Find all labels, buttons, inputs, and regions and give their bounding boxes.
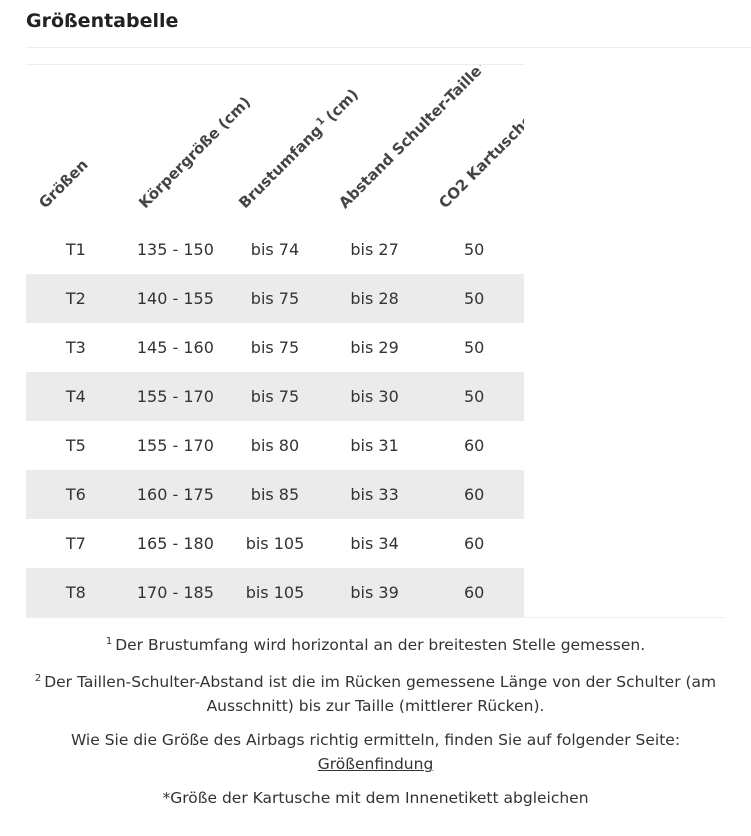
- footnote: 2 Der Taillen-Schulter-Abstand ist die im…: [26, 667, 725, 718]
- table-cell: bis 105: [245, 534, 305, 553]
- table-header: Größen Körpergröße (cm) Brustumfang1(cm) Ab…: [26, 64, 524, 226]
- table-cell: bis 74: [250, 240, 300, 259]
- note: *Größe der Kartusche mit dem Innenetiket…: [162, 789, 589, 808]
- info-text: Wie Sie die Größe des Airbags richtig er…: [70, 731, 681, 750]
- table-cell: 140 - 155: [136, 289, 214, 308]
- table-cell: T7: [65, 534, 86, 553]
- table-cell: 155 - 170: [136, 436, 214, 455]
- table-cell: 170 - 185: [136, 583, 214, 602]
- table-row: T5 155 - 170 bis 80 bis 31 60: [26, 421, 524, 470]
- table-row: T1 135 - 150 bis 74 bis 27 50: [26, 225, 524, 274]
- table-cell: bis 31: [350, 436, 399, 455]
- table-cell: bis 29: [350, 338, 399, 357]
- table-cell: bis 85: [250, 485, 300, 504]
- table-cell: 160 - 175: [136, 485, 214, 504]
- header-text: Körpergröße (cm): [135, 93, 255, 212]
- link[interactable]: Größenfindung: [317, 755, 434, 774]
- table-cell: T6: [65, 485, 86, 504]
- table-cell: T8: [65, 583, 86, 602]
- table-cell: bis 105: [245, 583, 305, 602]
- table-cell: bis 75: [250, 387, 300, 406]
- table-row: T3 145 - 160 bis 75 bis 29 50: [26, 323, 524, 372]
- table-cell: bis 28: [350, 289, 399, 308]
- table-row: T4 155 - 170 bis 75 bis 30 50: [26, 372, 524, 421]
- divider: [26, 617, 725, 618]
- table-cell: 60: [463, 485, 485, 504]
- info: Wie Sie die Größe des Airbags richtig er…: [26, 728, 725, 776]
- footnote-text: Der Brustumfang wird horizontal an der b…: [115, 636, 646, 655]
- table-cell: T2: [65, 289, 86, 308]
- column-header: Größen: [35, 156, 91, 212]
- table-cell: bis 33: [350, 485, 399, 504]
- table-body: T1 135 - 150 bis 74 bis 27 50 T2 140 - 155 bis …: [26, 225, 524, 617]
- footnote-mark: 2: [34, 673, 42, 685]
- table-cell: T1: [65, 240, 86, 259]
- table-cell: 165 - 180: [136, 534, 214, 553]
- table-cell: 135 - 150: [136, 240, 214, 259]
- table-cell: bis 39: [350, 583, 399, 602]
- table-cell: T3: [65, 338, 86, 357]
- column-header: Körpergröße (cm): [135, 93, 254, 212]
- table-cell: 50: [463, 240, 485, 259]
- table-row: T7 165 - 180 bis 105 bis 34 60: [26, 519, 524, 568]
- table-row: T6 160 - 175 bis 85 bis 33 60: [26, 470, 524, 519]
- table-cell: bis 75: [250, 289, 300, 308]
- table-cell: bis 34: [350, 534, 399, 553]
- table-cell: bis 30: [350, 387, 399, 406]
- header-text: Größen: [35, 155, 92, 212]
- footnote-mark: 1: [105, 636, 113, 647]
- table-cell: 50: [463, 338, 485, 357]
- column-header: Abstand Schulter-Taille2(cm): [335, 65, 522, 212]
- footnote-text: Der Taillen-Schulter-Abstand ist die im …: [44, 673, 717, 716]
- footnotes: 1 Der Brustumfang wird horizontal an der …: [26, 630, 725, 820]
- table-cell: 145 - 160: [136, 338, 214, 357]
- table-cell: 50: [463, 289, 485, 308]
- table-row: T8 170 - 185 bis 105 bis 39 60: [26, 568, 524, 617]
- header-suffix: (cm): [322, 85, 362, 126]
- table-row: T2 140 - 155 bis 75 bis 28 50: [26, 274, 524, 323]
- title: Größentabelle: [26, 10, 179, 32]
- header-suffix: (cm): [482, 65, 522, 66]
- table-cell: 155 - 170: [136, 387, 214, 406]
- footnote: 1 Der Brustumfang wird horizontal an der …: [26, 630, 725, 657]
- table-cell: bis 80: [250, 436, 300, 455]
- table-cell: 60: [463, 436, 485, 455]
- table-cell: 60: [463, 583, 485, 602]
- table-cell: 50: [463, 387, 485, 406]
- header-text: Brustumfang: [235, 121, 326, 212]
- table-cell: bis 27: [350, 240, 399, 259]
- table-cell: 60: [463, 534, 485, 553]
- table-cell: T4: [65, 387, 86, 406]
- table-cell: T5: [65, 436, 86, 455]
- divider: [26, 47, 751, 48]
- table-cell: bis 75: [250, 338, 300, 357]
